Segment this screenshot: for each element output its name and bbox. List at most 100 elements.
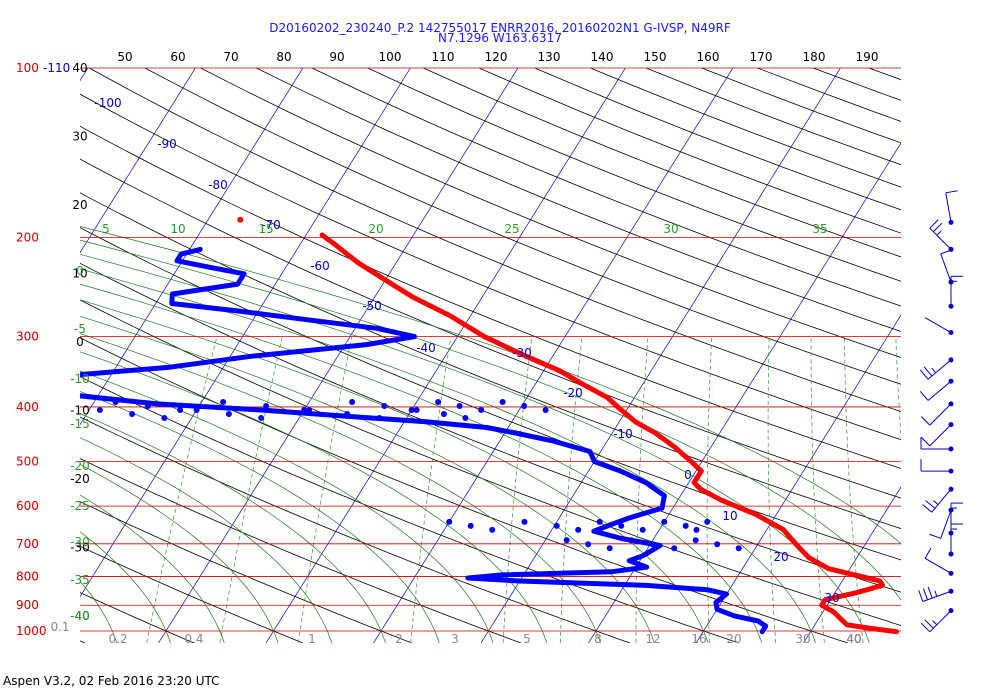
bottom-mixing-label: 2 <box>395 632 403 646</box>
left-mixing-label: -5 <box>74 322 86 336</box>
mixing-ratio-line <box>502 336 533 643</box>
isotherm-label: -90 <box>157 137 177 151</box>
dry-adiabat-line <box>200 68 901 358</box>
dry-adiabat-line <box>367 68 901 282</box>
dewpoint-point <box>489 526 496 533</box>
isotherm-label: -80 <box>208 178 228 192</box>
dry-adiabat-line <box>80 545 303 644</box>
top-axis-label: 150 <box>644 50 667 64</box>
wind-barb <box>920 422 954 447</box>
height-label: -40 <box>70 609 90 623</box>
moist-adiabat-line <box>80 253 870 644</box>
mixing-ratio-line <box>219 336 283 643</box>
dry-adiabat-line <box>256 68 901 332</box>
moist-adiabat-line <box>80 437 333 644</box>
pressure-label: 500 <box>16 455 39 469</box>
left-mixing-label: -25 <box>70 499 90 513</box>
left-mixing-label: -10 <box>70 372 90 386</box>
wind-barb <box>919 378 954 401</box>
barb-flag <box>929 533 941 539</box>
barb-flag <box>929 219 939 229</box>
barb-staff <box>945 192 952 223</box>
dry-adiabat-line <box>925 68 1000 643</box>
dewpoint-point <box>440 410 447 417</box>
mixing-ratio-line <box>810 336 825 643</box>
isotherm-label: 40 <box>846 632 861 646</box>
dewpoint-point <box>735 545 742 552</box>
wind-barb <box>945 190 958 225</box>
dry-adiabat-line <box>645 68 901 166</box>
dewpoint-point <box>408 406 415 413</box>
pressure-label: 100 <box>16 61 39 75</box>
top-axis-label: 130 <box>538 50 561 64</box>
mixing-ratio-line <box>559 336 583 643</box>
wind-barb <box>922 486 954 513</box>
barb-flag <box>945 190 958 194</box>
barb-flag <box>940 249 953 255</box>
moist-adiabat-line <box>80 299 709 644</box>
wind-barb <box>918 586 954 602</box>
dewpoint-point <box>693 526 700 533</box>
moist-adiabat-line <box>80 283 763 644</box>
theta-e-label: 35 <box>812 222 827 236</box>
barb-half-flag <box>933 500 939 505</box>
top-axis-label: 100 <box>379 50 402 64</box>
isotherm-label: -50 <box>362 299 382 313</box>
dewpoint-line <box>80 246 769 635</box>
isotherm-label: -30 <box>512 346 532 360</box>
dewpoint-point <box>376 414 383 421</box>
moist-adiabat-line <box>80 531 171 644</box>
isotherm-label: -10 <box>613 427 633 441</box>
isotherm-line <box>695 314 901 644</box>
bottom-mixing-label: 40 <box>846 632 861 646</box>
dewpoint-point <box>306 407 313 414</box>
pressure-label: 1000 <box>16 624 47 638</box>
top-axis-label: 80 <box>276 50 291 64</box>
dry-adiabat-line <box>89 68 901 413</box>
dewpoint-point <box>628 537 635 544</box>
dry-adiabat-line <box>80 262 901 593</box>
dewpoint-point <box>692 537 699 544</box>
barb-flag <box>925 500 936 509</box>
isotherm-label: -20 <box>563 386 583 400</box>
moist-adiabat-line <box>80 226 901 544</box>
dewpoint-point <box>225 410 232 417</box>
dry-adiabat-line <box>80 640 85 644</box>
barb-flag <box>923 366 933 377</box>
bottom-mixing-label: 5 <box>523 632 531 646</box>
isotherm-line <box>80 68 89 82</box>
mixing-ratio-line <box>895 336 901 442</box>
barb-flag <box>932 222 943 233</box>
profiles <box>80 216 899 635</box>
barb-flag <box>919 369 929 380</box>
dry-adiabat-line <box>80 592 194 644</box>
pressure-label: 700 <box>16 537 39 551</box>
dewpoint-point <box>258 414 265 421</box>
top-axis-label: 160 <box>697 50 720 64</box>
top-axis-label: 70 <box>223 50 238 64</box>
isotherm-line <box>80 68 304 426</box>
dry-adiabat-line <box>590 68 901 188</box>
dry-adiabat-line <box>80 93 901 441</box>
barb-flag <box>920 622 931 633</box>
left-mixing-label: 0 <box>76 264 84 278</box>
dewpoint-point <box>456 403 463 410</box>
top-axis-label: 90 <box>329 50 344 64</box>
dewpoint-point <box>542 407 549 414</box>
moist-adiabat-line <box>80 351 548 644</box>
mixing-ratio-line <box>146 336 218 643</box>
dewpoint-point <box>161 414 168 421</box>
bottom-mixing-label: 8 <box>594 632 602 646</box>
top-axis-label: 140 <box>591 50 614 64</box>
moist-adiabat-line <box>80 239 901 601</box>
wind-barb <box>924 547 954 576</box>
wind-barb <box>920 608 954 633</box>
dewpoint-point <box>714 541 721 548</box>
dewpoint-point <box>575 526 582 533</box>
left-mixing-label: -40 <box>70 609 90 623</box>
moist-adiabat-line <box>80 268 816 644</box>
dewpoint-point <box>618 522 625 529</box>
pressure-label: 900 <box>16 598 39 612</box>
